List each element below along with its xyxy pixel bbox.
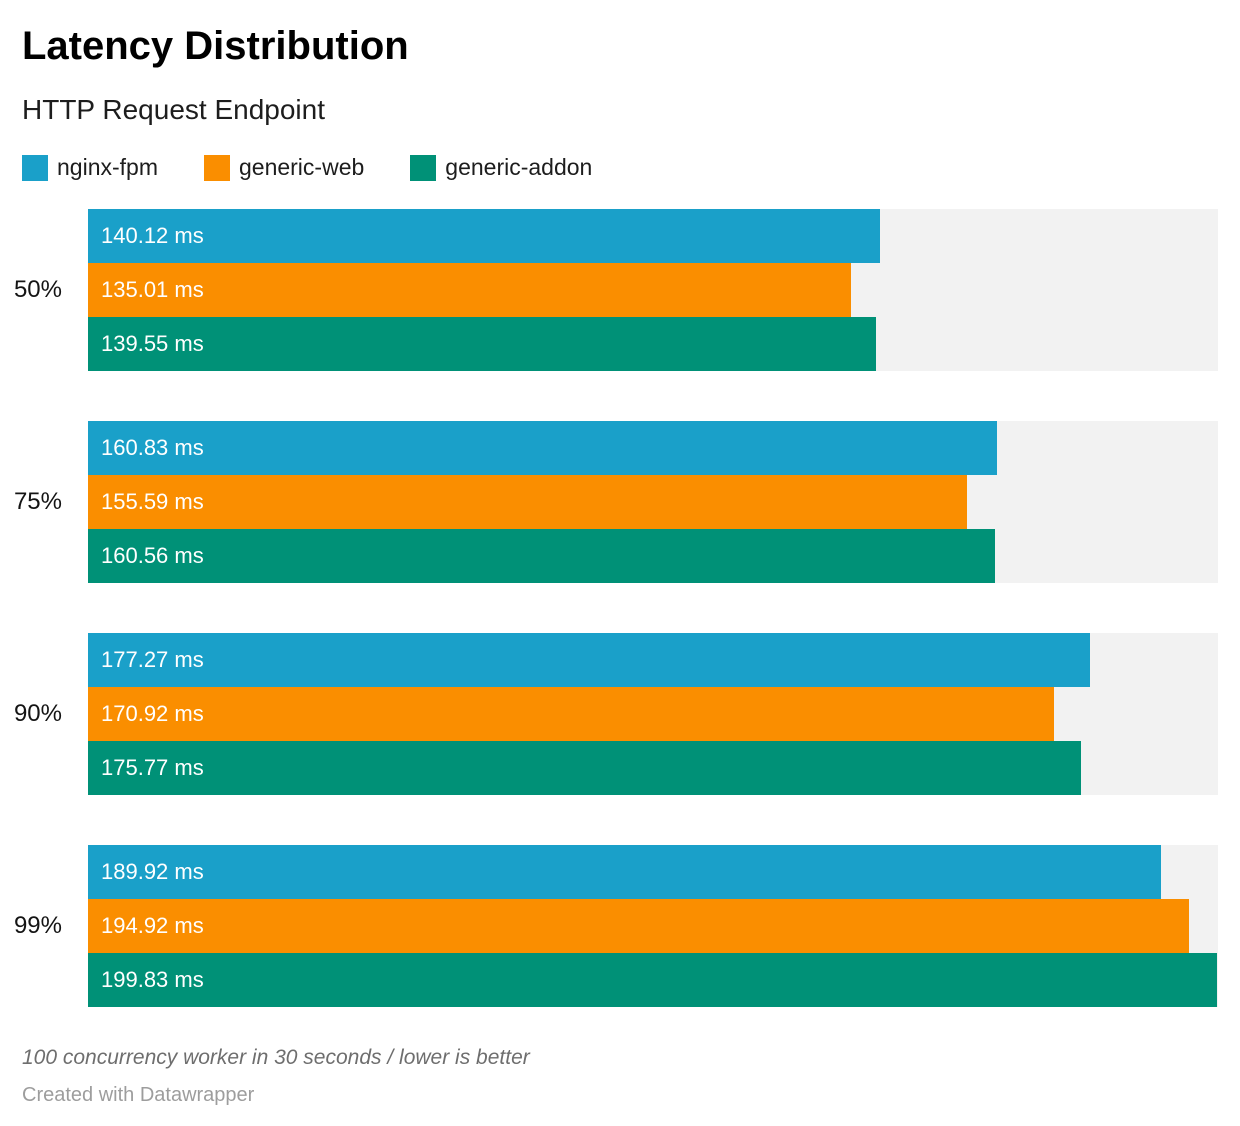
page-title: Latency Distribution [22,24,409,68]
bar-nginx-fpm-99%: 189.92 ms [88,845,1162,899]
bar-value-label: 170.92 ms [101,701,204,726]
legend-swatch-icon [203,154,230,181]
category-label: 99% [13,912,62,939]
bar-row: 155.59 ms [88,475,1218,529]
bar-group-50%: 50% 140.12 ms 135.01 ms 139.55 ms [13,209,1218,371]
bar-value-label: 155.59 ms [101,489,204,514]
bar-generic-addon-90%: 175.77 ms [88,741,1082,795]
bar-group-90%: 90% 177.27 ms 170.92 ms 175.77 ms [13,633,1218,795]
bars-track: 160.83 ms 155.59 ms 160.56 ms [88,421,1218,583]
legend-label: generic-web [238,154,365,180]
bar-generic-web-75%: 155.59 ms [88,475,968,529]
bar-generic-addon-99%: 199.83 ms [88,953,1218,1007]
bar-value-label: 189.92 ms [101,859,204,884]
legend-swatch-icon [22,154,48,181]
bar-value-label: 140.12 ms [101,223,204,248]
bar-generic-addon-50%: 139.55 ms [88,317,877,371]
bar-row: 135.01 ms [88,263,1218,317]
bars-track: 189.92 ms 194.92 ms 199.83 ms [88,845,1218,1007]
bar-value-label: 175.77 ms [101,755,204,780]
bar-generic-addon-75%: 160.56 ms [88,529,996,583]
bar-nginx-fpm-75%: 160.83 ms [88,421,997,475]
bar-group-99%: 99% 189.92 ms 194.92 ms 199.83 ms [13,845,1218,1007]
legend: nginx-fpm generic-web generic-addon [22,154,1218,181]
chart-area: 50% 140.12 ms 135.01 ms 139.55 ms 75% 160.83 … [13,209,1218,1007]
bar-row: 160.56 ms [88,529,1218,583]
bars-track: 140.12 ms 135.01 ms 139.55 ms [88,209,1218,371]
bar-nginx-fpm-50%: 140.12 ms [88,209,880,263]
legend-label: nginx-fpm [57,154,158,180]
category-label: 50% [13,276,62,303]
bar-value-label: 139.55 ms [101,331,204,356]
bar-value-label: 194.92 ms [101,913,204,938]
legend-swatch-icon [410,154,437,181]
bar-generic-web-90%: 170.92 ms [88,687,1054,741]
bar-value-label: 177.27 ms [101,647,204,672]
bar-generic-web-50%: 135.01 ms [88,263,851,317]
chart-subtitle: HTTP Request Endpoint [22,94,325,125]
bar-value-label: 160.83 ms [101,435,204,460]
footer-note: 100 concurrency worker in 30 seconds / l… [22,1046,530,1069]
bar-value-label: 160.56 ms [101,543,204,568]
bar-row: 175.77 ms [88,741,1218,795]
bar-nginx-fpm-90%: 177.27 ms [88,633,1090,687]
category-label: 75% [13,488,62,515]
legend-item-nginx-fpm: nginx-fpm [22,154,158,181]
bar-row: 140.12 ms [88,209,1218,263]
legend-item-generic-addon: generic-addon [410,154,592,181]
bar-row: 160.83 ms [88,421,1218,475]
bar-row: 139.55 ms [88,317,1218,371]
bar-row: 189.92 ms [88,845,1218,899]
bar-row: 177.27 ms [88,633,1218,687]
bar-generic-web-99%: 194.92 ms [88,899,1190,953]
bar-group-75%: 75% 160.83 ms 155.59 ms 160.56 ms [13,421,1218,583]
category-label: 90% [13,700,62,727]
bar-value-label: 199.83 ms [101,967,204,992]
bar-row: 199.83 ms [88,953,1218,1007]
legend-item-generic-web: generic-web [203,154,365,181]
bars-track: 177.27 ms 170.92 ms 175.77 ms [88,633,1218,795]
bar-row: 194.92 ms [88,899,1218,953]
bar-row: 170.92 ms [88,687,1218,741]
bar-value-label: 135.01 ms [101,277,204,302]
legend-label: generic-addon [445,154,593,180]
datawrapper-attribution[interactable]: Created with Datawrapper [22,1084,255,1106]
